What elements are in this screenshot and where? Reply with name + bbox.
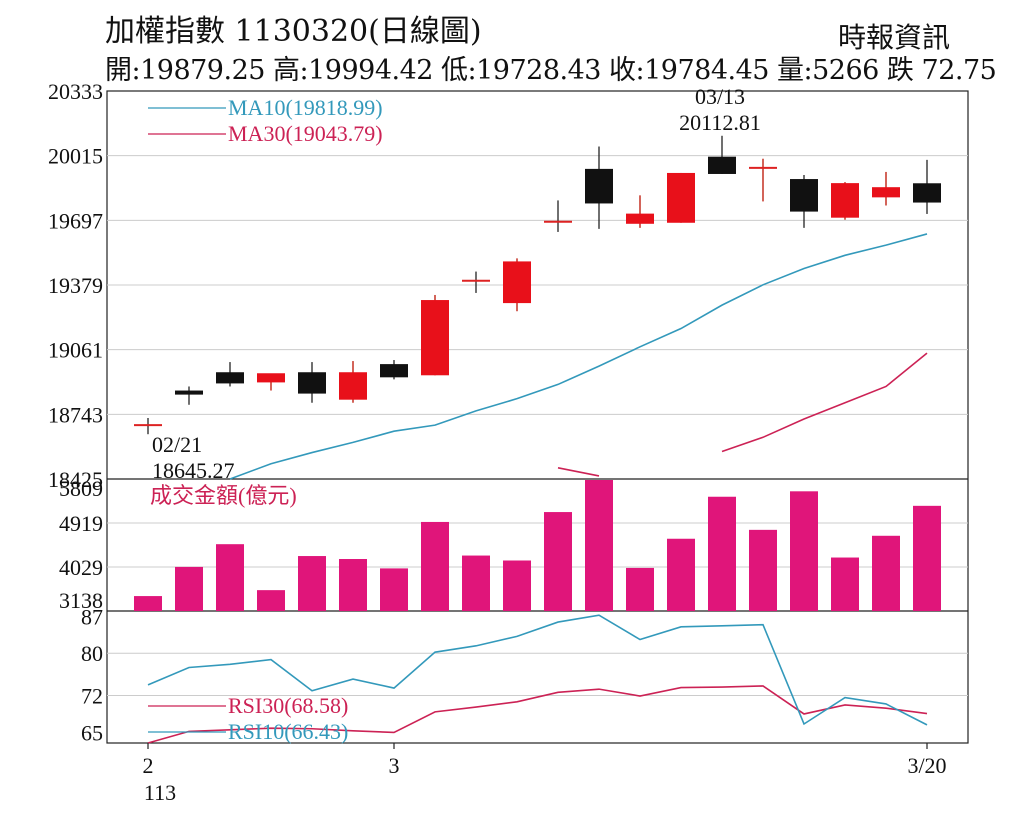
y-tick-label: 4919 bbox=[59, 511, 103, 536]
legend-label: MA10(19818.99) bbox=[228, 95, 383, 120]
candle-body bbox=[872, 187, 900, 198]
candle-body bbox=[831, 183, 859, 218]
legend-label: RSI10(66.43) bbox=[228, 719, 348, 744]
volume-bar bbox=[216, 544, 244, 611]
candle-body bbox=[667, 172, 695, 223]
volume-bar bbox=[667, 538, 695, 611]
stats-line: 開:19879.25 高:19994.42 低:19728.43 收:19784… bbox=[105, 55, 997, 86]
y-tick-label: 65 bbox=[81, 720, 103, 745]
volume-bar bbox=[749, 529, 777, 611]
volume-bar bbox=[790, 491, 818, 611]
candle-body bbox=[380, 364, 408, 378]
ma10-line bbox=[229, 233, 928, 480]
y-tick-label: 18743 bbox=[48, 402, 103, 427]
legend-label: MA30(19043.79) bbox=[228, 121, 383, 146]
chart-frame bbox=[106, 90, 969, 744]
y-tick-label: 4029 bbox=[59, 555, 103, 580]
y-tick-label: 20015 bbox=[48, 144, 103, 169]
y-tick-label: 72 bbox=[81, 683, 103, 708]
x-tick-label: 3 bbox=[389, 753, 400, 778]
volume-bar bbox=[421, 521, 449, 611]
volume-bar bbox=[503, 560, 531, 611]
high-annotation-value: 20112.81 bbox=[679, 110, 761, 135]
volume-bar bbox=[708, 496, 736, 611]
volume-bar bbox=[462, 555, 490, 611]
volume-bar bbox=[257, 590, 285, 611]
candle-body bbox=[421, 300, 449, 376]
candle-body bbox=[585, 168, 613, 204]
legend-label: RSI30(68.58) bbox=[228, 693, 348, 718]
volume-bar bbox=[831, 557, 859, 611]
y-tick-label: 20333 bbox=[48, 79, 103, 104]
volume-bar bbox=[298, 556, 326, 611]
volume-bar bbox=[339, 559, 367, 611]
high-annotation-date: 03/13 bbox=[695, 84, 745, 109]
y-tick-label: 19697 bbox=[48, 208, 103, 233]
low-annotation-value: 18645.27 bbox=[152, 458, 235, 483]
volume-bar bbox=[380, 568, 408, 611]
x-tick-label: 2 bbox=[143, 753, 154, 778]
chart-title: 加權指數 1130320(日線圖) bbox=[105, 14, 482, 49]
candle-body bbox=[790, 179, 818, 212]
y-tick-label: 19379 bbox=[48, 273, 103, 298]
volume-bar bbox=[913, 505, 941, 611]
candle-body bbox=[339, 372, 367, 400]
source-label: 時報資訊 bbox=[838, 21, 951, 54]
candle-body bbox=[216, 372, 244, 384]
candle-body bbox=[298, 372, 326, 394]
candle-body bbox=[257, 373, 285, 383]
low-annotation-date: 02/21 bbox=[152, 432, 202, 457]
y-tick-label: 3138 bbox=[59, 588, 103, 613]
ma30-line bbox=[557, 352, 928, 477]
volume-bar bbox=[175, 566, 203, 611]
candle-body bbox=[503, 261, 531, 304]
volume-bar bbox=[626, 567, 654, 611]
candle-body bbox=[175, 390, 203, 395]
candle-body bbox=[708, 156, 736, 174]
x-tick-label: 3/20 bbox=[907, 753, 946, 778]
volume-bar bbox=[544, 512, 572, 611]
y-tick-label: 5809 bbox=[59, 476, 103, 501]
y-tick-label: 18425 bbox=[48, 467, 103, 492]
volume-bar bbox=[872, 535, 900, 611]
candle-body bbox=[626, 213, 654, 224]
y-tick-label: 87 bbox=[81, 604, 103, 629]
y-tick-label: 19061 bbox=[48, 338, 103, 363]
volume-title: 成交金額(億元) bbox=[150, 483, 297, 508]
rsi10-line bbox=[147, 614, 928, 726]
volume-bar bbox=[134, 596, 162, 611]
y-tick-label: 80 bbox=[81, 641, 103, 666]
x-tick-sublabel: 113 bbox=[144, 780, 176, 805]
candle-body bbox=[913, 183, 941, 203]
volume-bar bbox=[585, 480, 613, 611]
